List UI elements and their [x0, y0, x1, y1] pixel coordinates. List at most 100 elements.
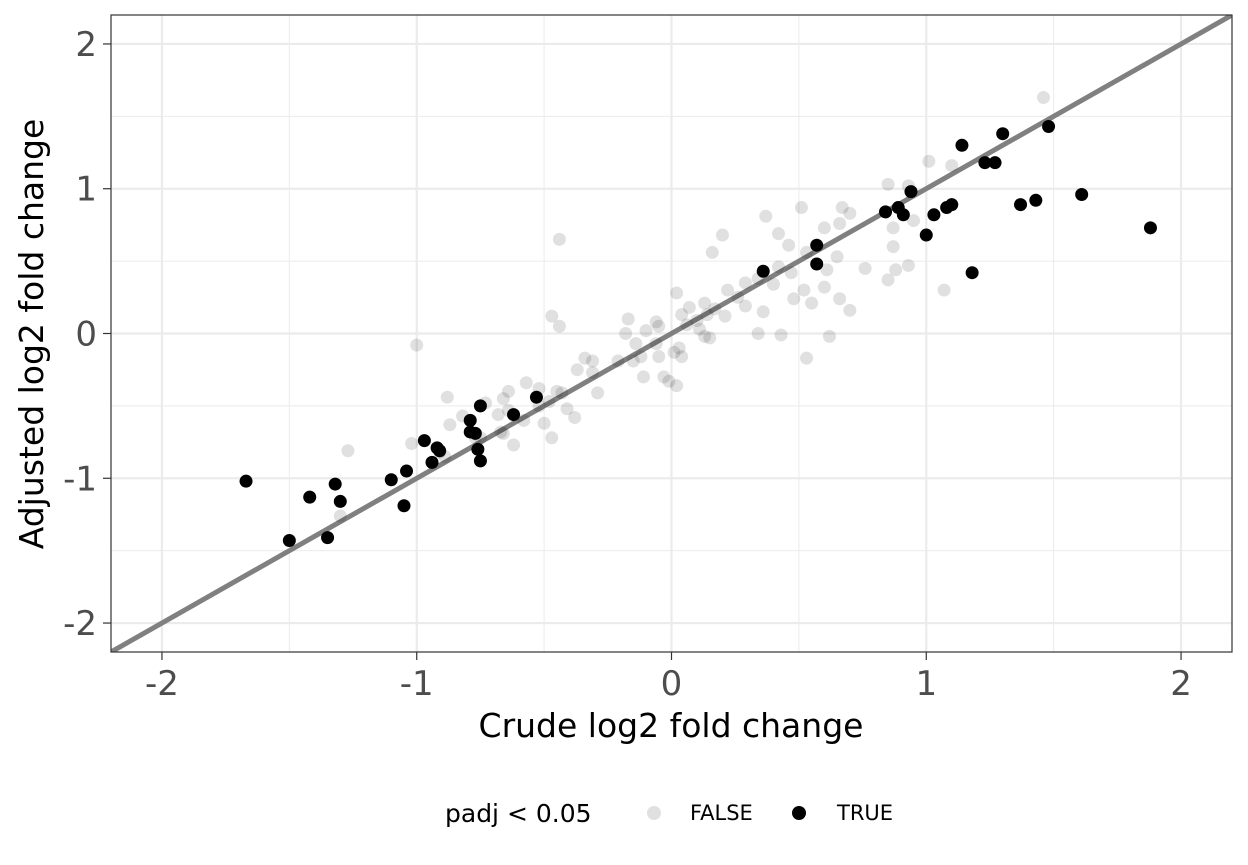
data-point-false	[731, 290, 745, 304]
data-point-false	[545, 431, 559, 445]
data-point-false	[738, 276, 752, 290]
y-tick-label: 2	[75, 25, 97, 65]
data-point-false	[670, 379, 684, 393]
data-point-false	[922, 154, 936, 168]
data-point-false	[550, 384, 564, 398]
data-point-false	[830, 250, 844, 264]
data-point-false	[619, 327, 633, 340]
data-point-false	[639, 324, 653, 338]
data-point-true	[425, 455, 439, 469]
data-point-false	[782, 238, 796, 252]
legend-title: padj < 0.05	[445, 799, 592, 828]
data-point-true	[282, 534, 296, 548]
data-point-false	[491, 408, 505, 422]
data-point-true	[333, 494, 347, 508]
data-point-false	[680, 318, 694, 332]
data-point-false	[718, 309, 732, 323]
data-point-false	[833, 292, 847, 306]
data-point-false	[772, 227, 786, 241]
data-point-false	[552, 232, 566, 246]
data-point-false	[817, 280, 831, 294]
data-point-false	[835, 201, 849, 215]
data-point-false	[881, 177, 895, 191]
data-point-false	[843, 303, 857, 317]
data-point-false	[881, 273, 895, 287]
data-point-false	[649, 315, 663, 329]
data-point-false	[672, 341, 686, 355]
y-axis: -2 -1 0 1 2	[63, 25, 111, 644]
data-point-true	[1042, 119, 1056, 133]
data-point-false	[507, 438, 521, 452]
data-point-false	[945, 159, 959, 173]
data-point-false	[440, 390, 454, 404]
data-point-true	[1075, 188, 1089, 202]
data-point-true	[507, 408, 521, 422]
data-point-true	[810, 257, 824, 271]
data-point-true	[1014, 198, 1028, 212]
data-point-false	[794, 201, 808, 215]
data-point-false	[800, 351, 814, 365]
data-point-true	[328, 477, 342, 491]
data-point-true	[996, 127, 1010, 141]
legend: padj < 0.05 FALSE TRUE	[445, 799, 893, 828]
data-point-true	[919, 228, 933, 242]
data-point-false	[800, 245, 814, 259]
data-point-false	[629, 337, 643, 351]
data-point-false	[756, 305, 770, 319]
data-point-false	[333, 509, 347, 523]
data-point-false	[675, 308, 689, 322]
data-point-false	[578, 351, 592, 365]
y-tick-label: 1	[75, 170, 97, 210]
data-point-true	[1029, 193, 1043, 207]
legend-key-true	[792, 806, 806, 820]
data-point-false	[675, 350, 689, 364]
data-point-false	[496, 392, 510, 406]
data-point-false	[586, 366, 600, 380]
data-point-true	[927, 208, 941, 222]
data-point-false	[817, 221, 831, 235]
data-point-true	[303, 490, 317, 504]
data-point-false	[715, 228, 729, 242]
data-point-false	[907, 214, 921, 228]
data-point-false	[410, 338, 424, 352]
data-point-true	[321, 531, 335, 545]
data-point-false	[405, 437, 419, 451]
series-true-points	[239, 119, 1157, 548]
data-point-false	[805, 296, 819, 310]
data-point-false	[626, 354, 640, 368]
data-point-false	[586, 354, 600, 368]
data-point-true	[988, 156, 1002, 170]
data-point-false	[822, 329, 836, 343]
data-point-false	[545, 309, 559, 323]
legend-label-true: TRUE	[836, 801, 893, 825]
data-point-false	[787, 292, 801, 306]
data-point-false	[496, 426, 510, 440]
data-point-false	[886, 221, 900, 235]
data-point-false	[649, 337, 663, 351]
data-point-false	[542, 395, 556, 409]
data-point-true	[471, 442, 485, 456]
data-point-false	[738, 299, 752, 313]
data-point-false	[568, 410, 582, 424]
data-point-true	[463, 413, 477, 427]
data-point-true	[468, 426, 482, 440]
data-point-true	[978, 156, 992, 170]
data-point-false	[843, 206, 857, 220]
x-tick-label: 0	[661, 664, 683, 704]
data-point-false	[784, 266, 798, 280]
data-point-false	[833, 216, 847, 230]
data-point-false	[560, 402, 574, 416]
y-tick-label: -1	[63, 459, 97, 499]
data-point-false	[721, 283, 735, 297]
data-point-false	[797, 283, 811, 297]
data-point-false	[751, 327, 765, 340]
data-point-false	[774, 328, 788, 342]
data-point-false	[670, 286, 684, 300]
x-axis-title: Crude log2 fold change	[479, 706, 864, 745]
data-point-false	[519, 376, 533, 390]
data-point-false	[501, 384, 515, 398]
data-point-false	[652, 319, 666, 333]
data-point-false	[682, 300, 696, 314]
data-point-false	[591, 386, 605, 400]
